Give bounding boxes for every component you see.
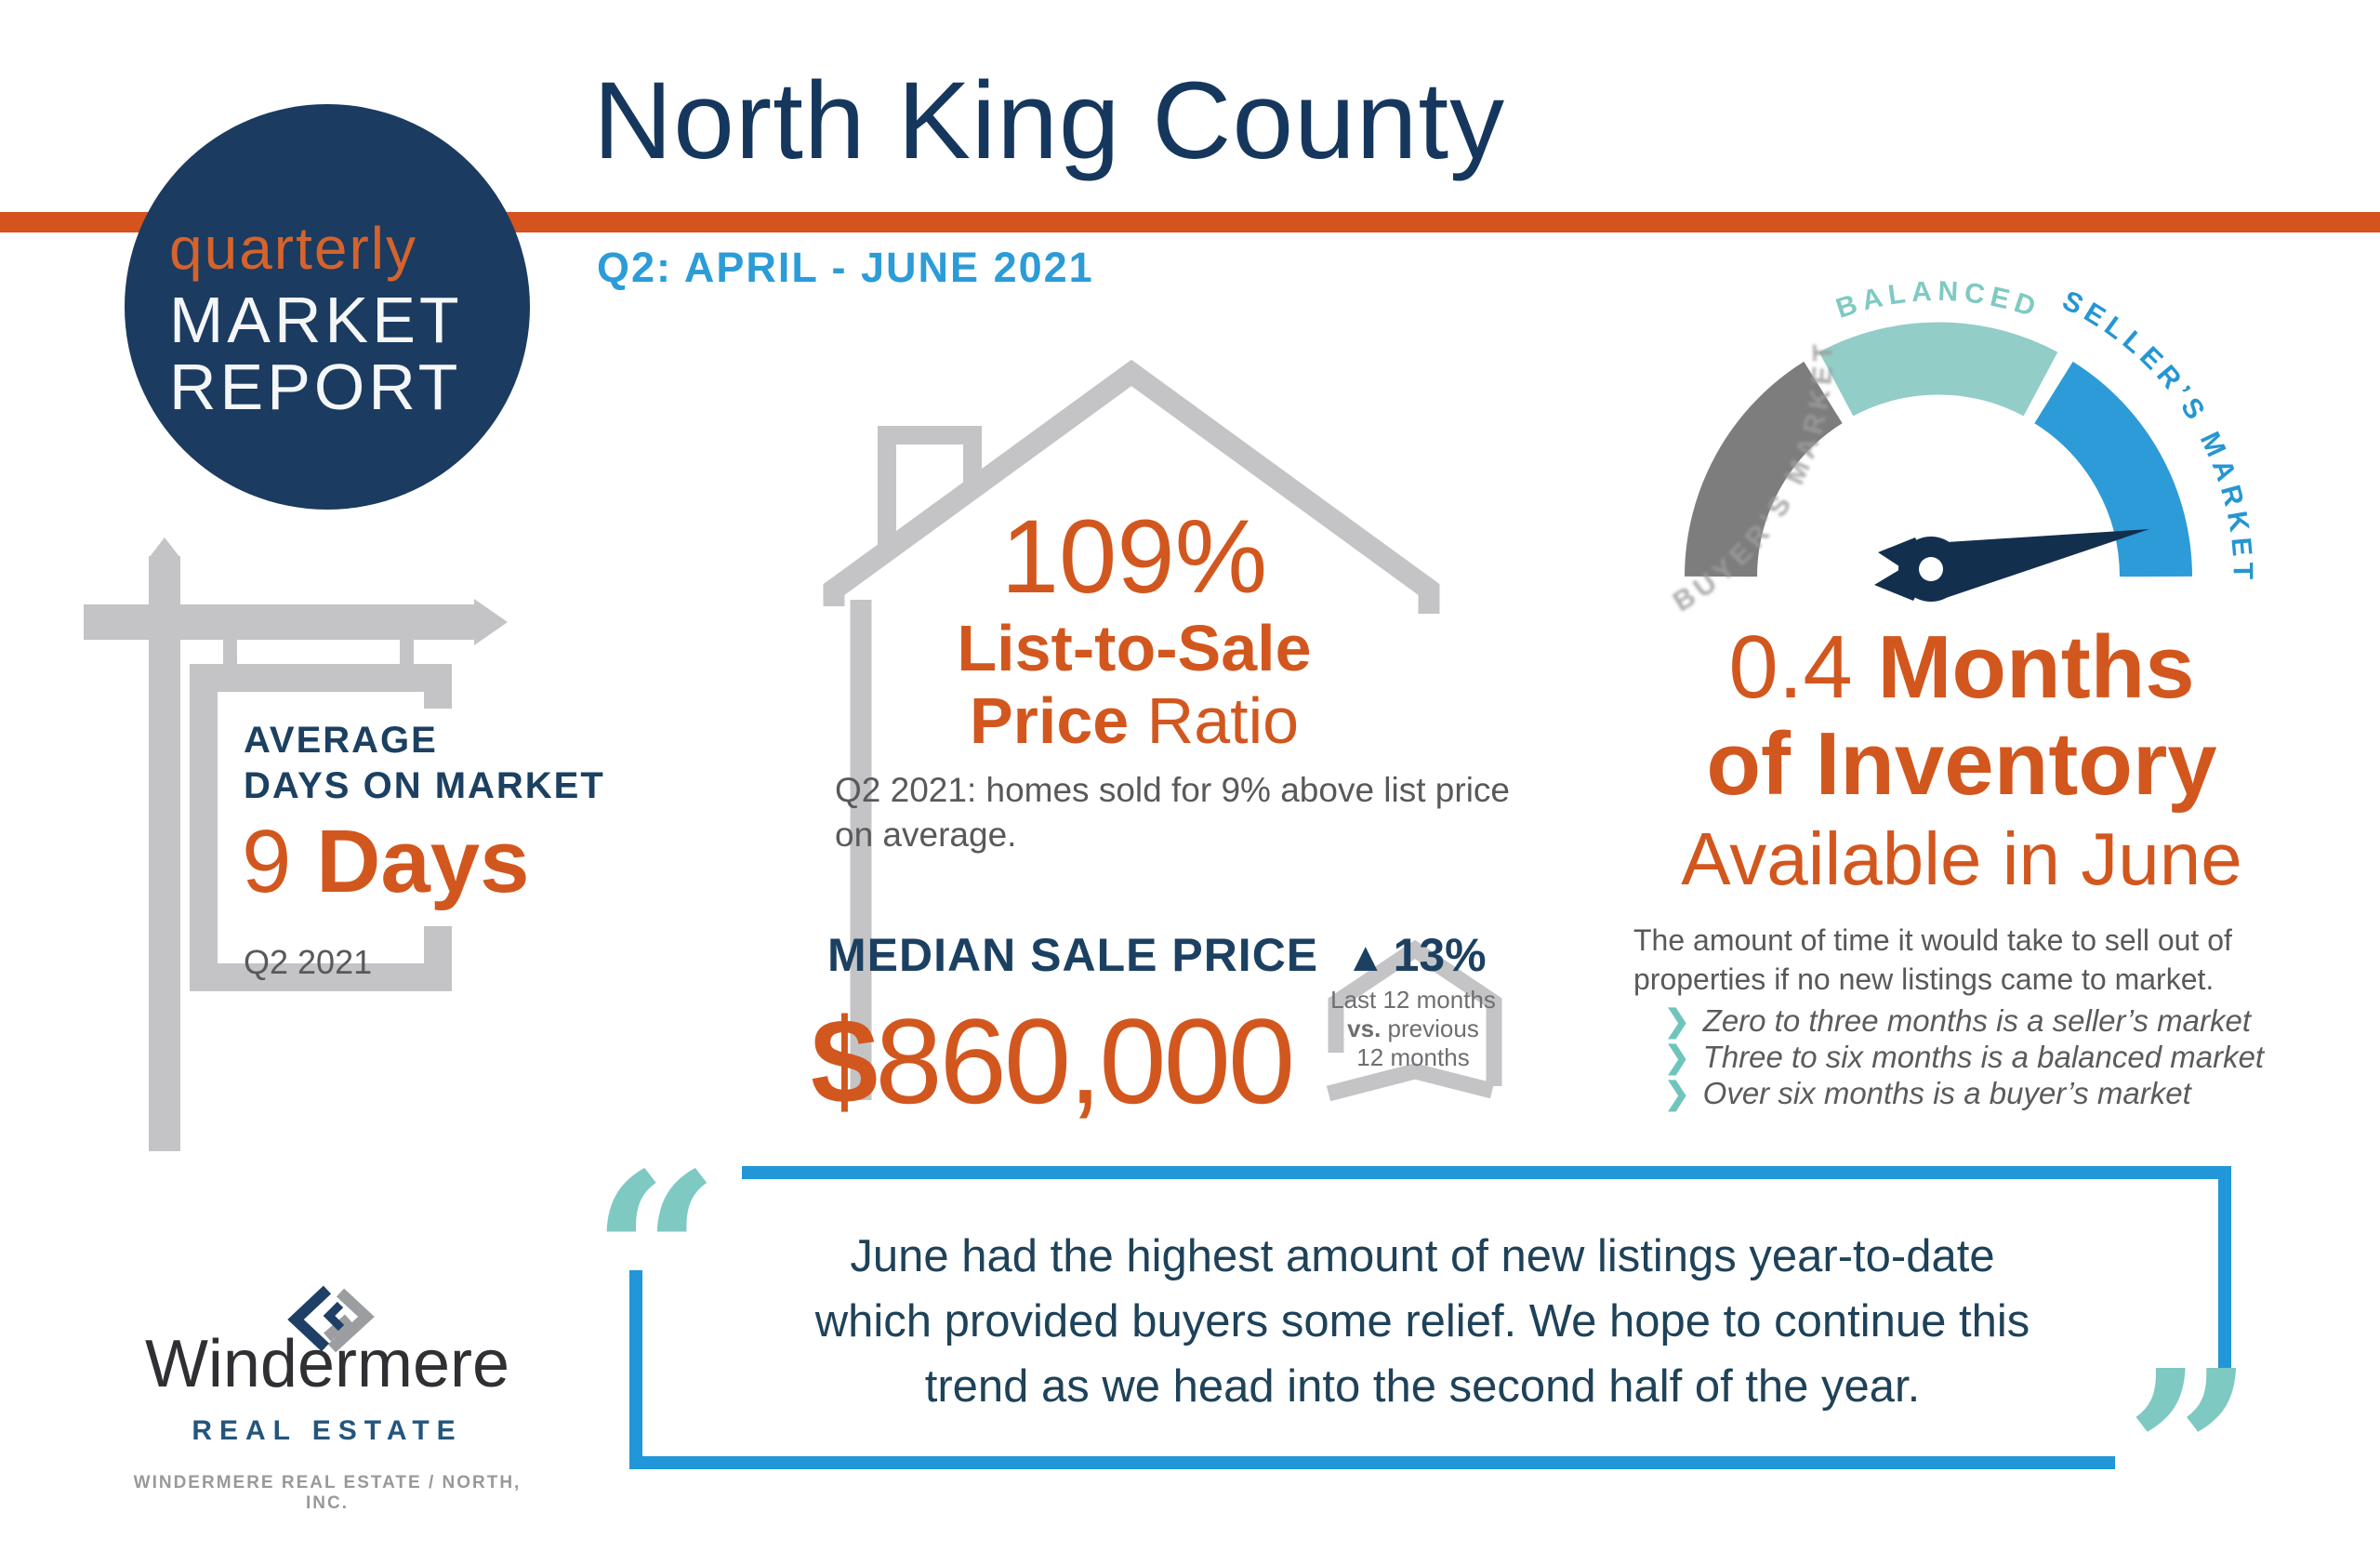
badge-line-quarterly: quarterly xyxy=(169,215,417,282)
windermere-logo-icon xyxy=(287,1285,375,1353)
median-sale-price-label: MEDIAN SALE PRICE xyxy=(827,929,1319,981)
inventory-line3: Available in June xyxy=(1681,817,2242,900)
gauge-label-balanced: BALANCED xyxy=(1832,276,2044,325)
inventory-headline: 0.4 Months of Inventory Available in Jun… xyxy=(1608,619,2315,906)
list-to-sale-stat: 109% List-to-Sale Price Ratio xyxy=(837,502,1432,757)
chevron-bullet-icon: ❯ xyxy=(1664,1040,1690,1074)
gauge-buyers-arc xyxy=(1685,361,1844,577)
quote-frame xyxy=(629,1166,2231,1469)
days-on-market-value: 9 Days xyxy=(242,812,530,911)
inventory-line2: of Inventory xyxy=(1706,714,2217,814)
orange-divider xyxy=(0,212,2380,232)
house-icon xyxy=(823,359,1440,1100)
page-title: North King County xyxy=(593,60,1506,182)
gauge-balanced-arc xyxy=(1818,322,2058,417)
chevron-bullet-icon: ❯ xyxy=(1664,1076,1690,1110)
list-item: ❯ Over six months is a buyer’s market xyxy=(1664,1076,2191,1110)
inventory-bullets: ❯ Zero to three months is a seller’s mark… xyxy=(1664,1002,2264,1111)
caption-line: Q2 2021: homes sold for 9% above list pr… xyxy=(835,771,1510,809)
days-on-market-label: AVERAGE DAYS ON MARKET xyxy=(244,720,605,806)
caption-line: on average. xyxy=(835,816,1017,854)
median-price-comparison: Last 12 months vs. previous 12 months xyxy=(1330,986,1496,1071)
gauge-sellers-arc xyxy=(2033,361,2192,577)
list-to-sale-label-2: Price Ratio xyxy=(969,683,1300,757)
up-arrow-icon: ▲ xyxy=(1345,935,1386,980)
badge-line-report: REPORT xyxy=(169,351,462,423)
quote-close-icon: ” xyxy=(2125,1321,2254,1552)
brand-company: WINDERMERE REAL ESTATE / NORTH, INC. xyxy=(133,1473,522,1513)
ribbon-badge-icon xyxy=(1326,939,1502,1102)
quote-text: June had the highest amount of new listi… xyxy=(814,1231,2030,1412)
quote-open-icon: “ xyxy=(591,1124,721,1386)
list-to-sale-value: 109% xyxy=(1000,498,1268,615)
median-price-change: ▲ 13% xyxy=(1345,928,1487,982)
list-to-sale-label: List-to-Sale xyxy=(957,611,1312,684)
chevron-bullet-icon: ❯ xyxy=(1664,1003,1690,1038)
days-on-market-period: Q2 2021 xyxy=(244,943,373,981)
brand-block: Windermere REAL ESTATE WINDERMERE REAL E… xyxy=(121,1326,534,1514)
page-subtitle: Q2: APRIL - JUNE 2021 xyxy=(597,244,1094,291)
badge-line-market: MARKET xyxy=(169,284,463,356)
change-percent: 13% xyxy=(1393,929,1487,981)
gauge-needle-icon xyxy=(1874,529,2149,602)
gauge-icon: BUYER’S MARKET BALANCED SELLER’S MARKET xyxy=(1668,276,2253,617)
brand-subtitle: REAL ESTATE xyxy=(192,1415,463,1446)
inventory-unit: Months xyxy=(1877,617,2195,717)
inventory-value: 0.4 xyxy=(1728,617,1853,717)
list-item: ❯ Three to six months is a balanced marke… xyxy=(1664,1040,2265,1074)
median-sale-price-value: $860,000 xyxy=(811,993,1295,1129)
brand-name: Windermere xyxy=(144,1327,510,1401)
list-item: ❯ Zero to three months is a seller’s mark… xyxy=(1664,1003,2251,1038)
sign-post-icon xyxy=(84,537,508,1151)
list-to-sale-caption: Q2 2021: homes sold for 9% above list pr… xyxy=(835,768,1510,857)
quarterly-report-badge: quarterly MARKET REPORT xyxy=(125,104,530,510)
inventory-description: The amount of time it would take to sell… xyxy=(1633,923,2232,996)
